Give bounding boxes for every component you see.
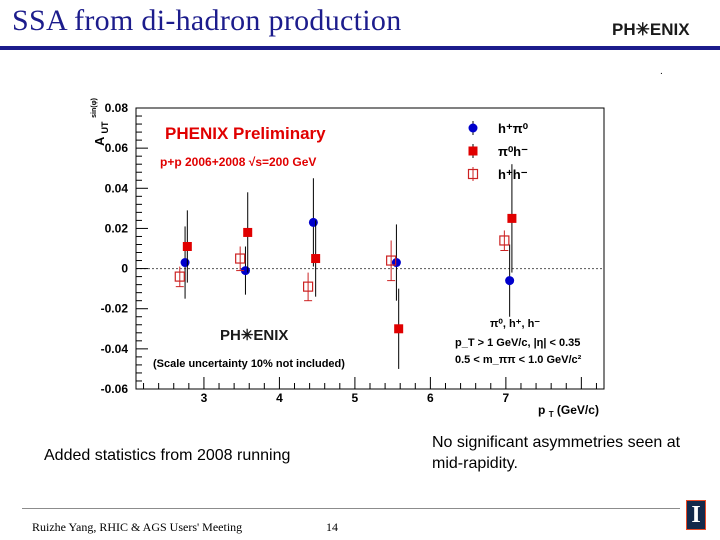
illinois-logo-icon: I — [686, 500, 706, 530]
stray-mark: . — [660, 66, 663, 77]
x-tick-label: 4 — [276, 391, 283, 405]
chart-subtitle: p+p 2006+2008 √s=200 GeV — [160, 155, 316, 169]
note-added-statistics: Added statistics from 2008 running — [44, 447, 291, 464]
page-number: 14 — [326, 520, 338, 534]
phenix-logo: PH✳ENIX — [612, 20, 690, 39]
x-axis-label-main: p — [538, 403, 545, 417]
slide-title: SSA from di-hadron production — [12, 4, 402, 37]
data-point — [174, 271, 185, 282]
footer-divider — [22, 508, 680, 509]
data-point — [182, 241, 192, 251]
chart-title: PHENIX Preliminary — [165, 124, 326, 143]
legend-marker — [468, 146, 478, 156]
legend-marker — [467, 168, 479, 180]
x-axis-label: p T (GeV/c) — [538, 403, 599, 420]
data-point — [505, 276, 515, 286]
y-tick-label: 0.06 — [105, 141, 129, 155]
illinois-letter: I — [691, 502, 701, 528]
data-point — [386, 255, 397, 266]
y-tick-label: -0.04 — [101, 342, 129, 356]
x-axis-label-sub: T — [549, 410, 554, 419]
legend-marker — [468, 123, 478, 133]
data-point — [180, 258, 190, 268]
data-point — [391, 258, 401, 268]
x-tick-label: 7 — [503, 391, 510, 405]
footer-author: Ruizhe Yang, RHIC & AGS Users' Meeting — [32, 520, 243, 534]
cut-pairs: π⁰, h⁺, h⁻ — [490, 318, 540, 330]
legend-label: h⁺π⁰ — [498, 121, 529, 136]
note-conclusion: No significant asymmetries seen at mid-r… — [432, 434, 681, 472]
data-markers — [174, 164, 517, 369]
data-point — [394, 324, 404, 334]
title-divider — [0, 46, 720, 50]
cut-mass: 0.5 < m_ππ < 1.0 GeV/c² — [455, 354, 582, 366]
y-tick-label: 0.04 — [105, 181, 129, 195]
y-axis-label-main: A — [92, 136, 107, 146]
y-axis-label: A UT sin(φ) — [91, 98, 111, 146]
data-point — [311, 254, 321, 264]
y-tick-label: -0.06 — [101, 382, 129, 396]
data-point — [308, 217, 318, 227]
y-tick-label: -0.02 — [101, 302, 129, 316]
x-tick-label: 3 — [201, 391, 208, 405]
x-tick-label: 6 — [427, 391, 434, 405]
legend-label: π⁰h⁻ — [498, 144, 528, 159]
y-tick-label: 0.02 — [105, 221, 129, 235]
y-tick-label: 0.08 — [105, 101, 129, 115]
x-axis-label-rest: (GeV/c) — [557, 403, 599, 417]
scale-uncertainty-note: (Scale uncertainty 10% not included) — [153, 358, 345, 370]
chart-legend: h⁺π⁰ π⁰h⁻ h⁺h⁻ — [467, 121, 529, 182]
inset-phenix-logo: PH✳ENIX — [220, 327, 288, 344]
data-point — [235, 253, 246, 264]
y-tick-label: 0 — [121, 262, 128, 276]
x-tick-label: 5 — [352, 391, 359, 405]
axis-ticks: 0.08 0.06 0.04 0.02 0 -0.02 -0.04 -0.06 3 4 5 6 7 — [101, 101, 597, 405]
data-point — [499, 235, 510, 246]
data-point — [243, 227, 253, 237]
legend-label: h⁺h⁻ — [498, 167, 528, 182]
data-point — [303, 281, 314, 292]
cut-pt: p_T > 1 GeV/c, |η| < 0.35 — [455, 337, 580, 349]
data-point — [507, 213, 517, 223]
y-axis-label-sup: sin(φ) — [91, 98, 98, 118]
y-axis-label-sub: UT — [100, 121, 110, 133]
